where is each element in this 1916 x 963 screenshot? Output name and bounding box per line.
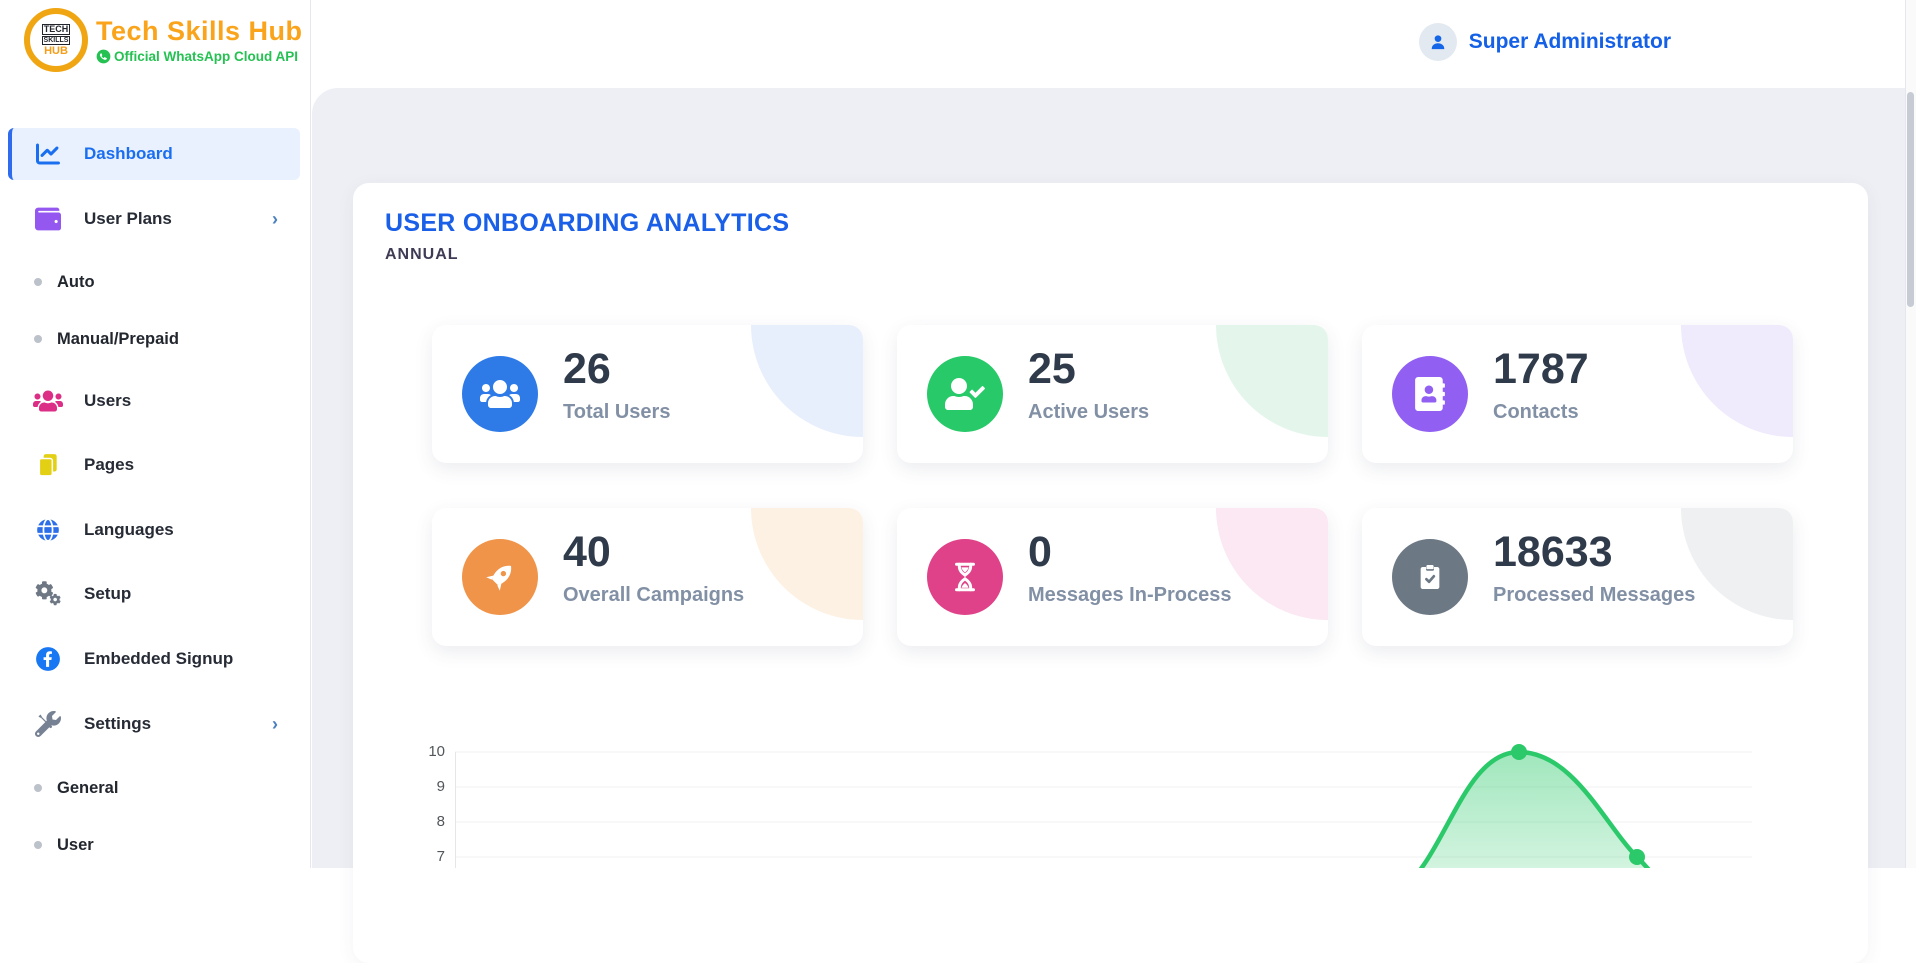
sidebar-item-label: Auto xyxy=(57,272,95,291)
y-axis-tick: 7 xyxy=(436,848,445,865)
sidebar-item-auto[interactable]: Auto xyxy=(8,263,300,301)
stat-card-contacts: 1787 Contacts xyxy=(1362,325,1793,463)
badge-text: SKILLS xyxy=(41,35,71,45)
area-chart xyxy=(455,744,1752,868)
stat-card-total-users: 26 Total Users xyxy=(432,325,863,463)
sidebar-item-label: Dashboard xyxy=(84,144,173,163)
stat-label: Overall Campaigns xyxy=(563,584,745,606)
sidebar-item-user-plans[interactable]: User Plans › xyxy=(8,195,300,243)
bullet-dot-icon xyxy=(34,278,42,286)
stat-label: Active Users xyxy=(1028,401,1150,423)
sidebar-item-label: User xyxy=(57,835,94,854)
stat-value: 40 xyxy=(563,528,611,576)
data-point-peak xyxy=(1511,744,1527,760)
sidebar-item-label: User Plans xyxy=(84,209,172,228)
stat-card-overall-campaigns: 40 Overall Campaigns xyxy=(432,508,863,646)
clipboard-check-icon xyxy=(1392,539,1468,615)
bullet-dot-icon xyxy=(34,841,42,849)
y-axis-tick: 8 xyxy=(436,813,445,830)
wallet-icon xyxy=(32,205,64,233)
page-title: USER ONBOARDING ANALYTICS xyxy=(385,209,790,237)
sidebar-item-settings[interactable]: Settings › xyxy=(8,700,300,748)
chevron-right-icon: › xyxy=(272,713,278,734)
whatsapp-icon xyxy=(96,49,111,64)
sidebar-item-setup[interactable]: Setup xyxy=(8,570,300,618)
sidebar-item-dashboard[interactable]: Dashboard xyxy=(8,128,300,180)
stat-label: Processed Messages xyxy=(1493,584,1696,606)
sidebar-item-user[interactable]: User xyxy=(8,826,300,864)
sidebar-item-pages[interactable]: Pages xyxy=(8,441,300,489)
sidebar-item-label: Setup xyxy=(84,584,132,603)
scrollbar-thumb[interactable] xyxy=(1907,92,1914,307)
sidebar-item-label: Embedded Signup xyxy=(84,649,234,668)
sidebar: TECH SKILLS HUB Tech Skills Hub Official… xyxy=(0,0,311,868)
user-avatar xyxy=(1418,23,1457,61)
gears-icon xyxy=(32,580,64,608)
stat-card-active-users: 25 Active Users xyxy=(897,325,1328,463)
sidebar-item-general[interactable]: General xyxy=(8,769,300,807)
stat-label: Contacts xyxy=(1493,401,1579,423)
stat-value: 1787 xyxy=(1493,345,1589,393)
corner-blob xyxy=(1681,325,1793,437)
page-subtitle: ANNUAL xyxy=(385,246,459,263)
sidebar-item-label: Pages xyxy=(84,455,135,474)
sidebar-item-label: General xyxy=(57,778,119,797)
chart-line-icon xyxy=(32,140,64,168)
vertical-scrollbar[interactable] xyxy=(1905,0,1916,868)
stat-label: Messages In-Process xyxy=(1028,584,1232,606)
tools-icon xyxy=(32,710,64,738)
brand-badge-icon: TECH SKILLS HUB xyxy=(24,8,88,72)
chevron-right-icon: › xyxy=(272,208,278,229)
facebook-icon xyxy=(32,645,64,673)
sidebar-item-label: Languages xyxy=(84,520,174,539)
sidebar-item-label: Manual/Prepaid xyxy=(57,329,179,348)
corner-blob xyxy=(1216,325,1328,437)
stat-card-messages-in-process: 0 Messages In-Process xyxy=(897,508,1328,646)
user-menu[interactable]: Super Administrator xyxy=(1418,23,1671,61)
hourglass-icon xyxy=(927,539,1003,615)
analytics-card: USER ONBOARDING ANALYTICS ANNUAL 26 Tota… xyxy=(353,183,1868,963)
sidebar-item-label: Settings xyxy=(84,714,152,733)
users-group-icon xyxy=(462,356,538,432)
sidebar-item-embedded-signup[interactable]: Embedded Signup xyxy=(8,635,300,683)
brand-title: Tech Skills Hub xyxy=(96,16,303,46)
y-axis-tick: 10 xyxy=(428,743,445,760)
stat-label: Total Users xyxy=(563,401,671,423)
address-book-icon xyxy=(1392,356,1468,432)
stat-card-processed-messages: 18633 Processed Messages xyxy=(1362,508,1793,646)
corner-blob xyxy=(1681,508,1793,620)
top-header: Super Administrator xyxy=(312,0,1916,88)
user-check-icon xyxy=(927,356,1003,432)
stat-value: 25 xyxy=(1028,345,1076,393)
stat-value: 18633 xyxy=(1493,528,1613,576)
sidebar-item-label: Users xyxy=(84,391,132,410)
users-icon xyxy=(32,387,64,415)
corner-blob xyxy=(1216,508,1328,620)
badge-text: HUB xyxy=(44,44,68,57)
user-label: Super Administrator xyxy=(1468,30,1671,53)
copy-icon xyxy=(32,451,64,479)
stat-value: 26 xyxy=(563,345,611,393)
globe-icon xyxy=(32,516,64,544)
sidebar-item-manual-prepaid[interactable]: Manual/Prepaid xyxy=(8,320,300,358)
corner-blob xyxy=(751,325,863,437)
brand-logo[interactable]: TECH SKILLS HUB Tech Skills Hub Official… xyxy=(24,8,303,72)
stat-value: 0 xyxy=(1028,528,1052,576)
person-icon xyxy=(1431,35,1444,50)
y-axis-tick: 9 xyxy=(436,778,445,795)
sidebar-item-languages[interactable]: Languages xyxy=(8,506,300,554)
sidebar-item-users[interactable]: Users xyxy=(8,377,300,425)
badge-text: TECH xyxy=(41,23,71,35)
data-point xyxy=(1629,849,1645,865)
brand-subtitle: Official WhatsApp Cloud API xyxy=(96,49,303,64)
bullet-dot-icon xyxy=(34,335,42,343)
bullet-dot-icon xyxy=(34,784,42,792)
corner-blob xyxy=(751,508,863,620)
rocket-icon xyxy=(462,539,538,615)
